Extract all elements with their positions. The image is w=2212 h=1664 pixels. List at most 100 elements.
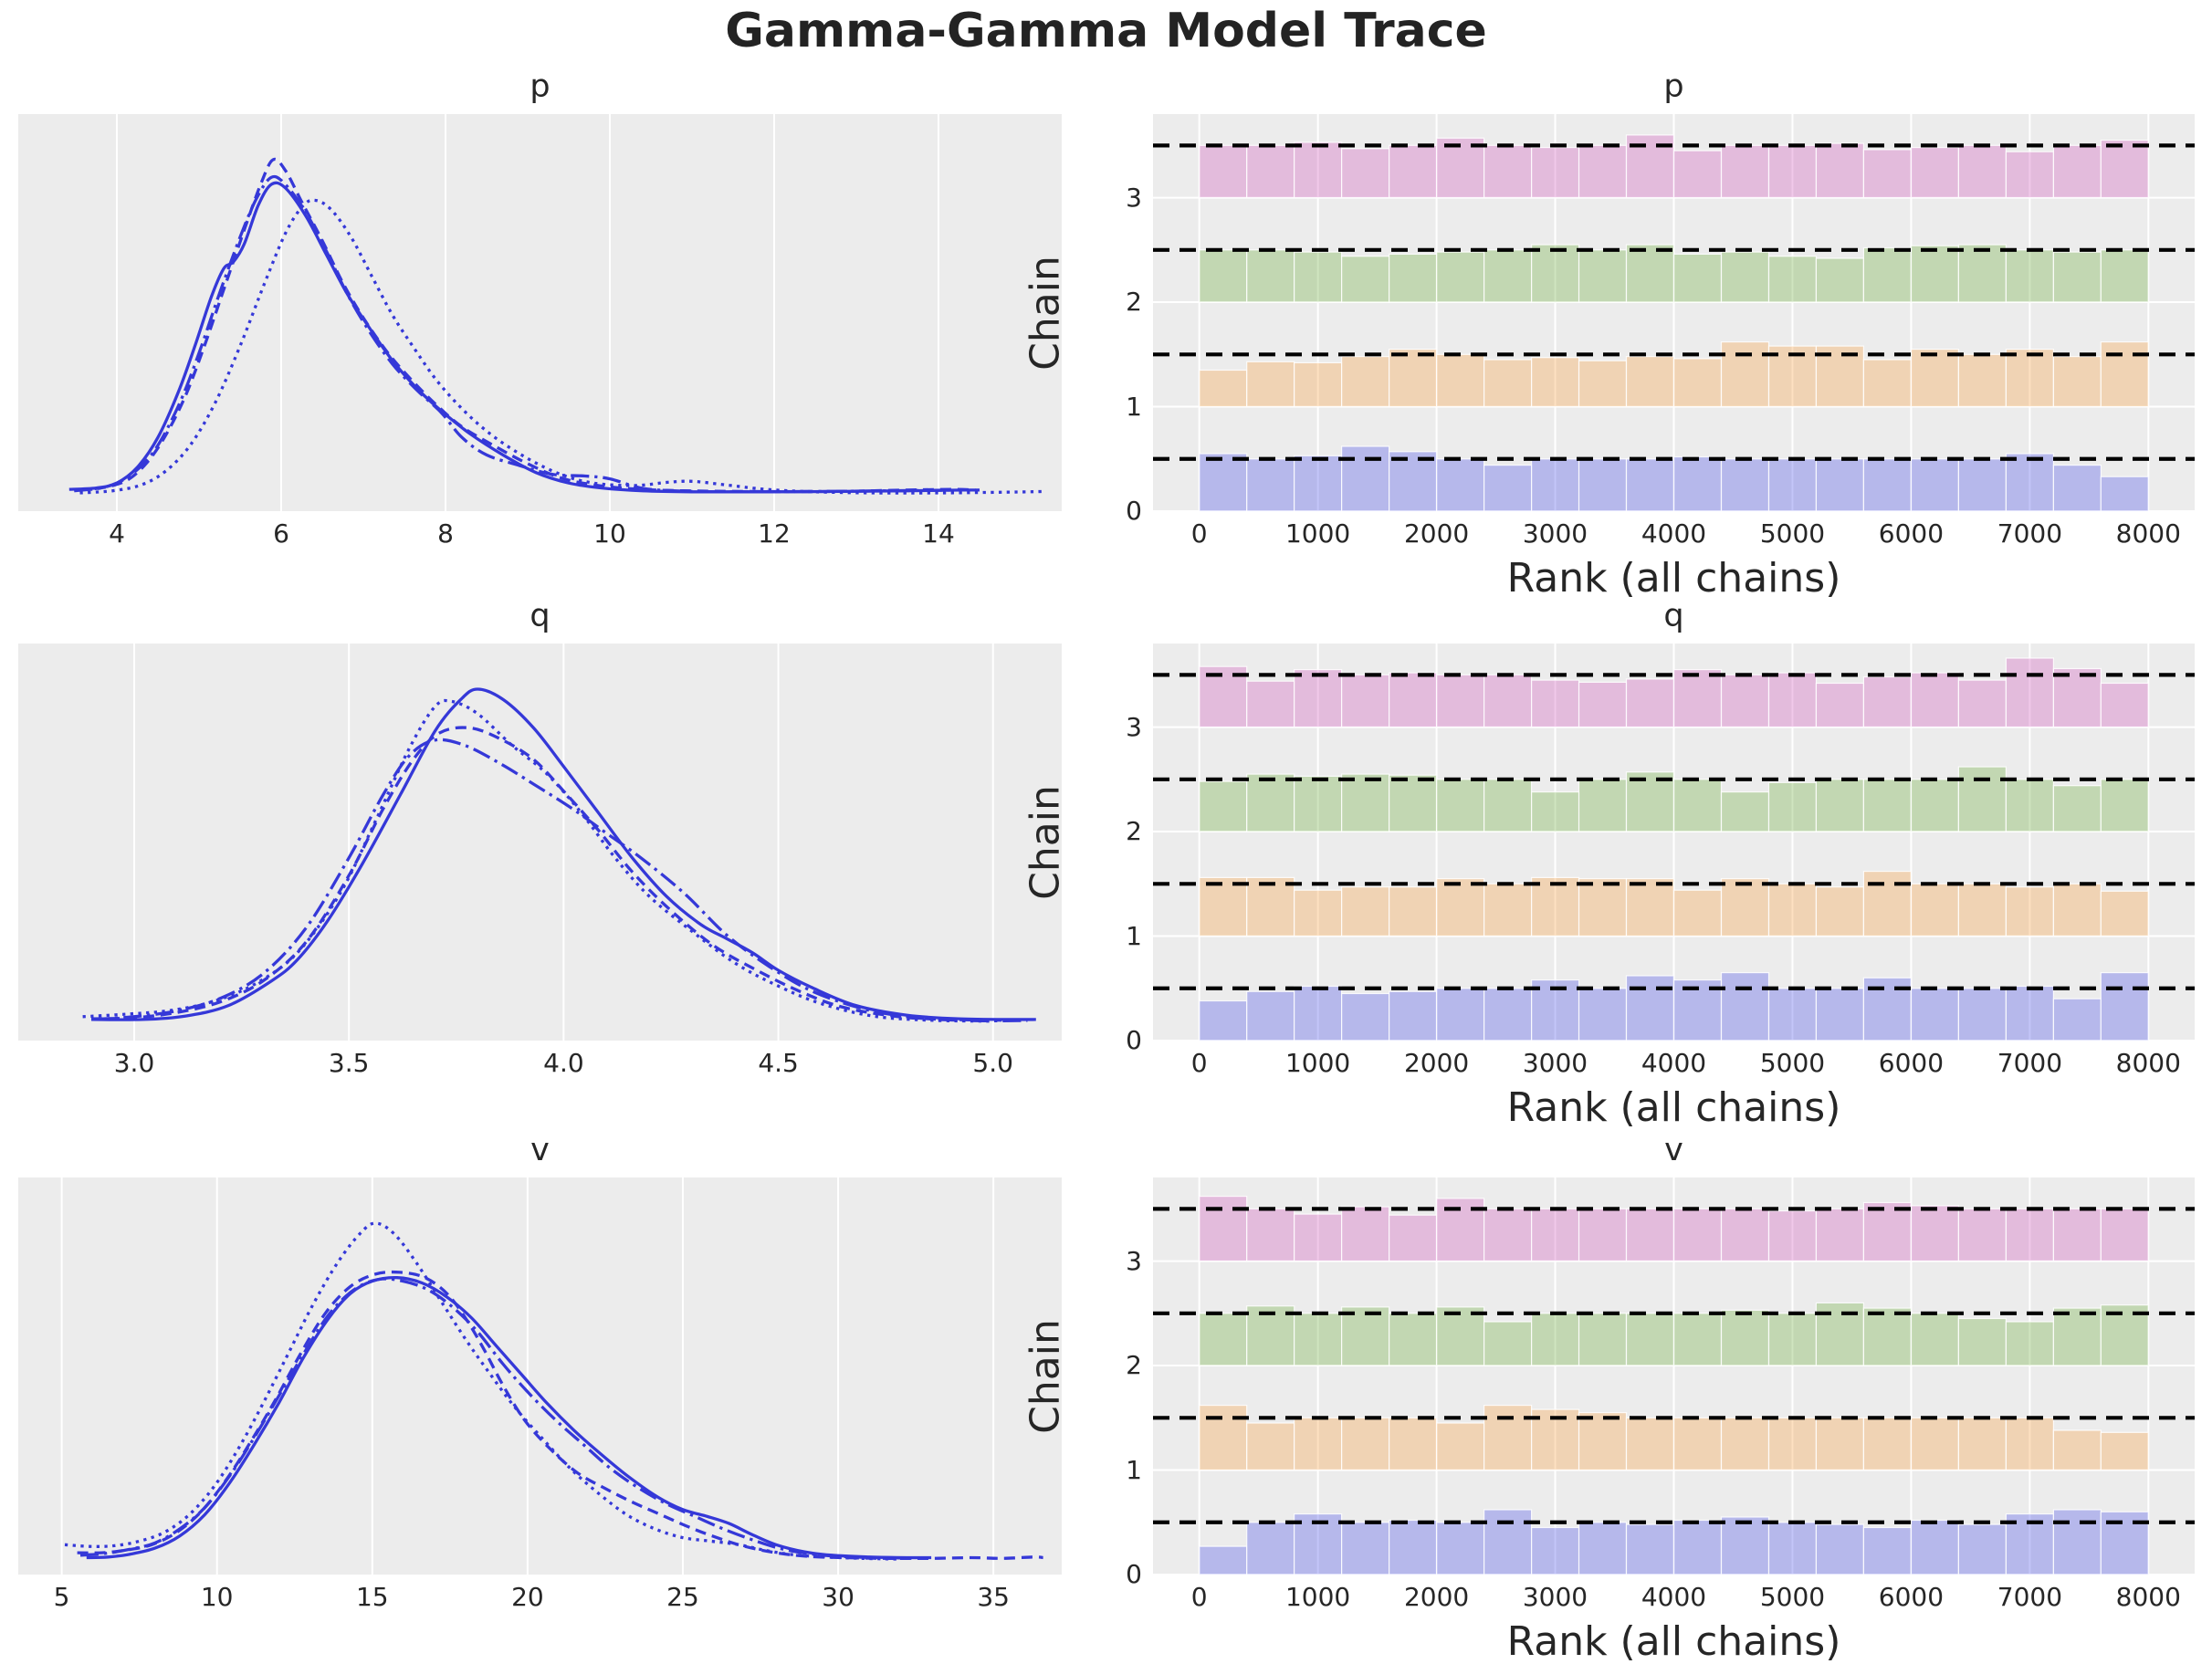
rank-bar-chain-2 (1625, 771, 1675, 832)
subplot-kde-p: p 4 6 8 10 12 14 (18, 68, 1062, 549)
rank-bar-chain-0 (1910, 988, 1960, 1041)
rank-bar-chain-2 (2052, 251, 2102, 303)
rank-bar-chain-2 (1436, 1306, 1485, 1366)
subplot-title: p (1663, 68, 1684, 105)
rank-bar-chain-2 (1246, 249, 1295, 303)
rank-bar-chain-1 (1578, 1412, 1628, 1471)
rank-bar-chain-1 (1720, 341, 1770, 408)
rank-bar-chain-3 (2052, 144, 2102, 199)
rank-bar-chain-3 (1957, 144, 2008, 199)
rank-bar-chain-0 (2100, 476, 2149, 512)
rank-bar-chain-1 (2005, 1417, 2055, 1471)
rank-bar-chain-1 (2052, 883, 2102, 937)
x-tick-label: 25 (666, 1582, 699, 1612)
x-tick-label: 0 (1190, 518, 1208, 549)
y-tick-label: 0 (1126, 496, 1142, 526)
rank-bar-chain-1 (1341, 356, 1390, 408)
rank-bar-chain-2 (2052, 1307, 2102, 1366)
rank-bar-chain-1 (2100, 890, 2149, 937)
rank-bar-chain-0 (1341, 445, 1390, 512)
rank-bar-chain-2 (1246, 1305, 1295, 1366)
rank-bar-chain-3 (2100, 1208, 2149, 1262)
x-tick-label: 3.0 (113, 1048, 155, 1078)
rank-bar-chain-3 (1910, 672, 1960, 728)
rank-bar-chain-3 (1389, 144, 1438, 199)
x-tick-label: 15 (355, 1582, 389, 1612)
rank-bar-chain-2 (1341, 773, 1390, 832)
rank-bar-chain-2 (1483, 1321, 1533, 1366)
x-tick-label: 7000 (1997, 1048, 2063, 1078)
rank-bar-chain-0 (1294, 455, 1343, 512)
rank-bar-chain-3 (1294, 141, 1343, 199)
rank-bar-chain-3 (1531, 679, 1580, 728)
subplot-title: q (529, 598, 550, 634)
rank-bar-chain-0 (1436, 988, 1485, 1041)
x-tick-label: 3.5 (328, 1048, 370, 1078)
y-tick-label: 1 (1126, 920, 1142, 951)
rank-bar-chain-1 (1246, 876, 1295, 937)
rank-bar-chain-3 (1767, 144, 1818, 199)
rank-bar-chain-1 (1436, 878, 1485, 937)
x-tick-label: 4000 (1641, 518, 1707, 549)
rank-bar-chain-1 (1531, 876, 1580, 937)
rank-bar-chain-2 (1720, 251, 1770, 303)
y-axis-label: Chain (1022, 784, 1069, 900)
x-tick-label: 0 (1190, 1582, 1208, 1612)
rank-bar-chain-2 (1199, 249, 1248, 303)
rank-bar-chain-1 (1246, 1422, 1295, 1471)
rank-bar-chain-1 (1815, 886, 1865, 937)
rank-bar-chain-3 (1531, 1208, 1580, 1262)
rank-bar-chain-1 (1720, 878, 1770, 937)
rank-bar-chain-3 (2100, 140, 2149, 199)
subplot-rank-v: v 0 1000 2000 3000 4000 5000 6000 7000 8000 0 1 2 3… (1022, 1132, 2195, 1664)
x-tick-label: 7000 (1997, 518, 2063, 549)
y-axis-label: Chain (1022, 1318, 1069, 1434)
x-tick-label: 5 (53, 1582, 70, 1612)
rank-bar-chain-1 (1815, 1417, 1865, 1471)
rank-bar-chain-2 (1672, 779, 1723, 832)
kde-curve-chain-1 (77, 157, 976, 494)
rank-bar-chain-2 (2100, 779, 2149, 832)
x-tick-label: 5000 (1759, 1048, 1826, 1078)
rank-bar-chain-3 (1246, 144, 1295, 199)
rank-bar-chain-3 (1815, 1208, 1865, 1262)
rank-bar-chain-2 (1672, 1313, 1723, 1366)
rank-bar-chain-1 (1436, 353, 1485, 408)
rank-bar-chain-3 (1341, 148, 1390, 199)
rank-bar-chain-1 (1957, 353, 2008, 408)
x-axis-label: Rank (all chains) (1506, 1618, 1841, 1664)
rank-bar-chain-0 (1483, 988, 1533, 1041)
rank-plot-p (1153, 114, 2195, 512)
kde-curve-chain-3 (79, 1277, 913, 1560)
rank-plot-v (1153, 1177, 2195, 1575)
rank-bar-chain-0 (1720, 1516, 1770, 1575)
rank-bar-chain-0 (1531, 1526, 1580, 1575)
rank-bar-chain-3 (1767, 672, 1818, 728)
rank-bar-chain-2 (1531, 1313, 1580, 1366)
rank-bar-chain-1 (1957, 883, 2008, 937)
rank-bar-chain-1 (1294, 361, 1343, 408)
x-tick-label: 5000 (1759, 1582, 1826, 1612)
rank-bar-chain-2 (1483, 779, 1533, 832)
rank-bar-chain-1 (1672, 889, 1723, 937)
y-tick-label: 1 (1126, 1454, 1142, 1485)
rank-bar-chain-2 (2052, 785, 2102, 832)
rank-bar-chain-3 (1910, 1205, 1960, 1262)
rank-bar-chain-2 (1720, 1309, 1770, 1366)
rank-bar-chain-0 (1672, 1519, 1723, 1575)
rank-bar-chain-0 (1815, 1523, 1865, 1575)
rank-bar-chain-3 (1910, 146, 1960, 199)
rank-bar-chain-1 (1294, 889, 1343, 937)
rank-bar-chain-3 (1672, 669, 1723, 728)
rank-bar-chain-3 (1625, 1208, 1675, 1262)
rank-bar-chain-3 (2005, 1208, 2055, 1262)
rank-bar-chain-2 (1862, 1307, 1913, 1366)
y-tick-label: 3 (1126, 1245, 1142, 1276)
rank-bar-chain-1 (2005, 886, 2055, 937)
x-tick-label: 2000 (1403, 1048, 1470, 1078)
y-tick-label: 2 (1126, 816, 1142, 847)
rank-bar-chain-0 (1720, 972, 1770, 1041)
kde-plot-q (18, 644, 1062, 1041)
rank-bar-chain-1 (1578, 360, 1628, 408)
